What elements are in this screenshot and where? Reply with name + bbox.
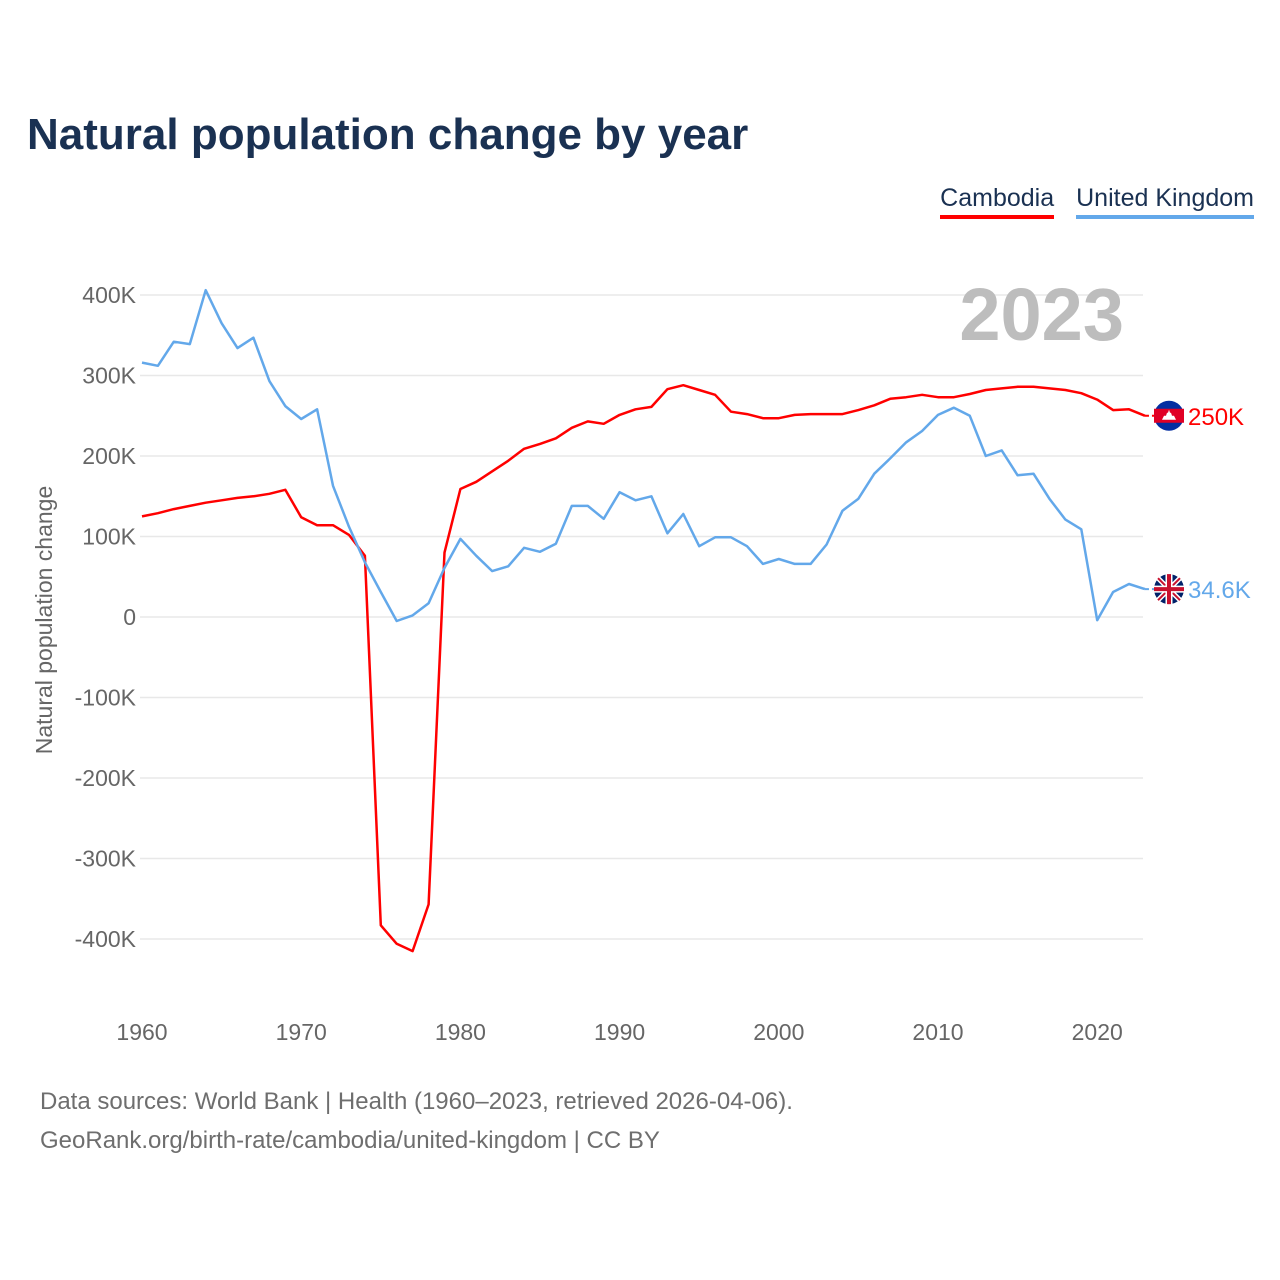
x-tick-label: 1970	[276, 1019, 327, 1045]
y-tick-label: -100K	[75, 685, 137, 711]
x-tick-label: 2010	[912, 1019, 963, 1045]
legend: Cambodia United Kingdom	[940, 184, 1254, 219]
x-tick-label: 1990	[594, 1019, 645, 1045]
y-tick-label: 300K	[82, 363, 136, 389]
series-line-united-kingdom	[141, 288, 1146, 623]
end-value-label: 250K	[1188, 404, 1244, 431]
y-tick-label: -400K	[75, 926, 137, 952]
y-tick-label: 200K	[82, 443, 136, 469]
end-value-label: 34.6K	[1188, 577, 1251, 604]
x-tick-label: 2020	[1072, 1019, 1123, 1045]
uk-flag-cross-red	[1154, 574, 1184, 605]
x-tick-label: 2000	[753, 1019, 804, 1045]
y-tick-label: 400K	[82, 282, 136, 308]
current-year-label: 2023	[959, 273, 1124, 356]
y-tick-label: -200K	[75, 765, 137, 791]
legend-cambodia[interactable]: Cambodia	[940, 184, 1055, 219]
x-tick-label: 1980	[435, 1019, 486, 1045]
legend-united-kingdom[interactable]: United Kingdom	[1076, 184, 1254, 219]
y-axis-label: Natural population change	[31, 486, 57, 755]
angkor-wat-icon	[1162, 409, 1176, 420]
chart-title: Natural population change by year	[27, 110, 749, 159]
x-tick-label: 1960	[116, 1019, 167, 1045]
series-line-cambodia	[141, 383, 1146, 953]
y-tick-label: 0	[123, 604, 136, 630]
y-tick-label: 100K	[82, 524, 136, 550]
source-note: Data sources: World Bank | Health (1960–…	[40, 1088, 793, 1115]
source-link[interactable]: GeoRank.org/birth-rate/cambodia/united-k…	[40, 1127, 660, 1154]
y-tick-label: -300K	[75, 846, 137, 872]
